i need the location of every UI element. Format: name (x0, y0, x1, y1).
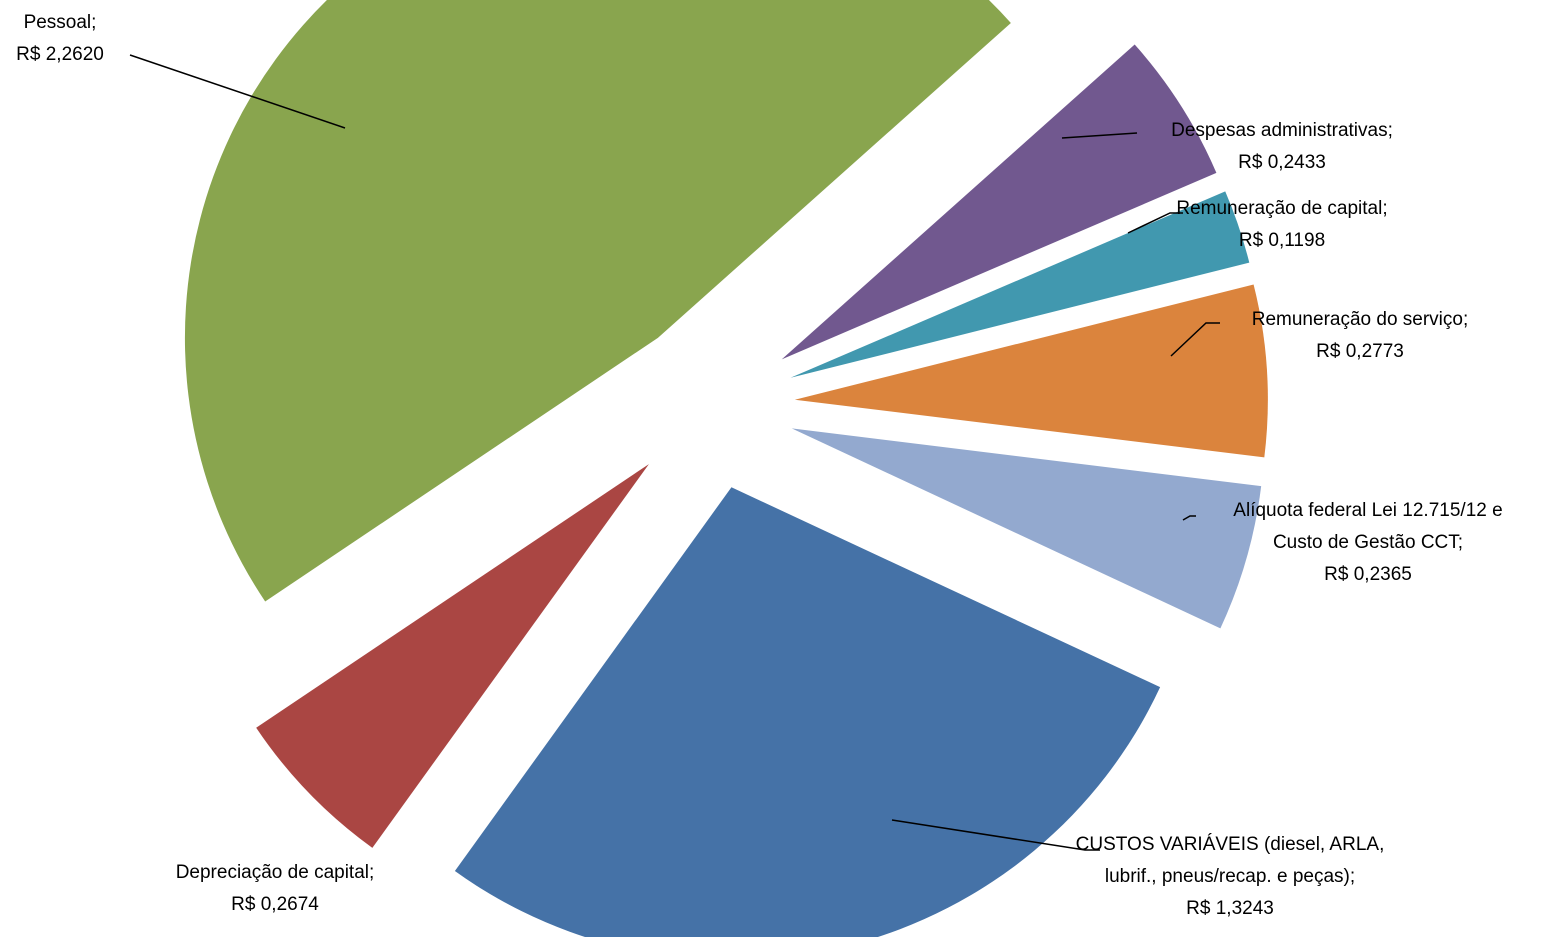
data-label-remuneracao-capital: Remuneração de capital; R$ 0,1198 (1176, 198, 1387, 251)
data-label-line: Alíquota federal Lei 12.715/12 e (1233, 500, 1502, 521)
pie-slice-pessoal (184, 0, 1011, 602)
data-label-line: Despesas administrativas; (1171, 120, 1393, 141)
leader-line-aliquota-federal (1182, 515, 1196, 521)
data-label-depreciacao-capital: Depreciação de capital; R$ 0,2674 (176, 862, 375, 915)
leader-line-remuneracao-capital (1127, 212, 1183, 234)
data-label-line: R$ 2,2620 (16, 44, 104, 65)
data-label-line: Pessoal; (24, 12, 97, 33)
leader-line-remuneracao-servico (1170, 322, 1220, 357)
data-label-line: Remuneração de capital; (1176, 198, 1387, 219)
pie-slice-remuneracao-servico (794, 284, 1268, 458)
data-label-line: Custo de Gestão CCT; (1273, 532, 1463, 553)
leader-line-pessoal (129, 54, 346, 129)
slices-layer (184, 0, 1268, 937)
data-labels-layer: CUSTOS VARIÁVEIS (diesel, ARLA, lubrif., … (16, 12, 1503, 919)
data-label-pessoal: Pessoal; R$ 2,2620 (16, 12, 104, 65)
data-label-aliquota-federal: Alíquota federal Lei 12.715/12 e Custo de… (1233, 500, 1502, 585)
pie-slice-depreciacao-capital (256, 464, 649, 848)
data-label-line: Depreciação de capital; (176, 862, 375, 883)
data-label-custos-variaveis: CUSTOS VARIÁVEIS (diesel, ARLA, lubrif., … (1076, 834, 1385, 919)
data-label-remuneracao-servico: Remuneração do serviço; R$ 0,2773 (1252, 309, 1469, 362)
data-label-line: R$ 0,2433 (1238, 152, 1326, 173)
data-label-line: R$ 0,2674 (231, 894, 319, 915)
pie-slice-aliquota-federal (791, 428, 1262, 629)
leader-line-custos-variaveis (891, 819, 1100, 851)
pie-slice-remuneracao-capital (790, 191, 1250, 378)
pie-slice-despesas-administrativas (781, 44, 1217, 360)
leader-line-despesas-administrativas (1061, 132, 1138, 139)
leader-lines-layer (129, 54, 1220, 851)
data-label-line: R$ 1,3243 (1186, 898, 1274, 919)
data-label-despesas-administrativas: Despesas administrativas; R$ 0,2433 (1171, 120, 1393, 173)
data-label-line: R$ 0,1198 (1239, 230, 1325, 251)
data-label-line: R$ 0,2365 (1324, 564, 1412, 585)
pie-slice-custos-variaveis (454, 487, 1161, 937)
data-label-line: CUSTOS VARIÁVEIS (diesel, ARLA, (1076, 834, 1385, 855)
data-label-line: Remuneração do serviço; (1252, 309, 1469, 330)
data-label-line: lubrif., pneus/recap. e peças); (1105, 866, 1355, 887)
data-label-line: R$ 0,2773 (1316, 341, 1404, 362)
